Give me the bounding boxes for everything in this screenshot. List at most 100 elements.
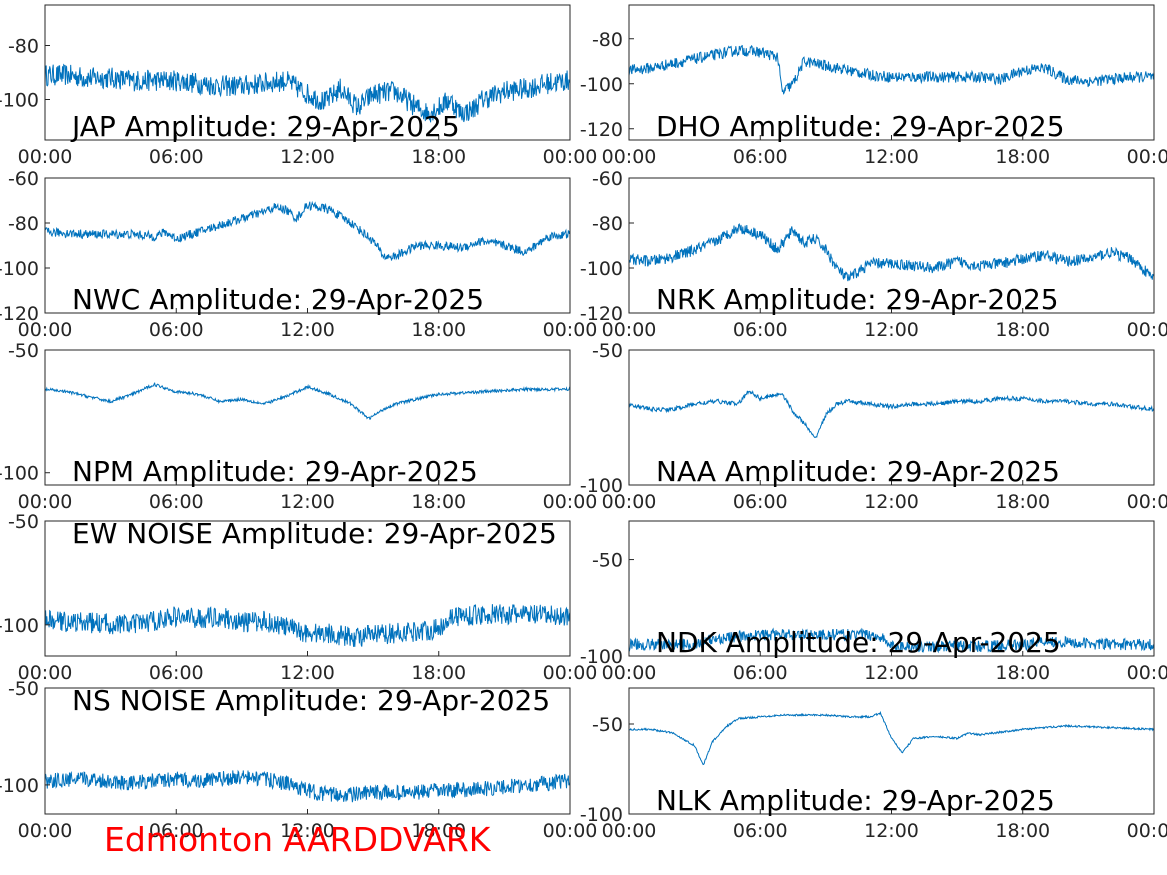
y-tick-label: -50 [8, 678, 39, 700]
x-tick-label: 18:00 [411, 662, 466, 684]
panel-3: 00:00 06:00 12:00 18:00 00:00 -60 -80 -100 -120 N… [580, 168, 1167, 341]
x-tick-label: 00:00 [18, 662, 73, 684]
x-tick-label: 12:00 [864, 662, 919, 684]
y-tick-label: -100 [0, 775, 39, 797]
panel-0: 00:00 06:00 12:00 18:00 00:00 -80 -100 JAP Ampl… [0, 4, 597, 168]
panel-6: 00:00 06:00 12:00 18:00 00:00 -50 -100 EW NOISE… [0, 511, 597, 684]
panel-title: DHO Amplitude: 29-Apr-2025 [656, 110, 1065, 143]
trace-line [45, 382, 570, 420]
trace-line [629, 223, 1154, 282]
x-tick-label: 00:00 [18, 820, 73, 842]
panel-title: JAP Amplitude: 29-Apr-2025 [70, 110, 460, 143]
y-tick-label: -100 [0, 258, 39, 280]
x-tick-label: 18:00 [995, 146, 1050, 168]
trace-line [629, 710, 1154, 766]
x-tick-label: 18:00 [411, 319, 466, 341]
y-tick-label: -100 [0, 463, 39, 485]
x-tick-label: 18:00 [995, 662, 1050, 684]
x-tick-label: 18:00 [995, 820, 1050, 842]
y-tick-label: -100 [580, 74, 623, 96]
x-tick-label: 00:00 [18, 491, 73, 513]
x-tick-label: 06:00 [733, 319, 788, 341]
x-tick-label: 00:00 [602, 319, 657, 341]
y-tick-label: -100 [580, 804, 623, 826]
x-tick-label: 00:00 [18, 146, 73, 168]
x-tick-label: 00:00 [543, 319, 598, 341]
y-tick-label: -60 [592, 168, 623, 190]
x-tick-label: 00:00 [602, 146, 657, 168]
x-tick-label: 00:00 [1127, 662, 1167, 684]
panel-title: NAA Amplitude: 29-Apr-2025 [656, 455, 1060, 488]
x-tick-label: 12:00 [864, 820, 919, 842]
x-tick-label: 06:00 [149, 820, 204, 842]
panel-title: NLK Amplitude: 29-Apr-2025 [656, 784, 1055, 817]
x-tick-label: 00:00 [543, 491, 598, 513]
x-tick-label: 00:00 [602, 491, 657, 513]
x-tick-label: 00:00 [1127, 319, 1167, 341]
panel-title: NWC Amplitude: 29-Apr-2025 [72, 283, 484, 316]
panel-title: NS NOISE Amplitude: 29-Apr-2025 [72, 684, 550, 717]
x-tick-label: 00:00 [543, 820, 598, 842]
y-tick-label: -50 [592, 714, 623, 736]
x-tick-label: 06:00 [149, 146, 204, 168]
x-tick-label: 18:00 [995, 491, 1050, 513]
x-tick-label: 00:00 [1127, 820, 1167, 842]
trace-line [45, 63, 570, 123]
x-tick-label: 12:00 [864, 146, 919, 168]
y-tick-label: -80 [8, 36, 39, 58]
station-label: Edmonton AARDDVARK [104, 820, 491, 859]
x-tick-label: 18:00 [411, 146, 466, 168]
y-tick-label: -100 [580, 646, 623, 668]
panel-5: 00:00 06:00 12:00 18:00 00:00 -50 -100 NAA Ampl… [580, 340, 1167, 513]
y-tick-label: -100 [0, 90, 39, 112]
panel-title: EW NOISE Amplitude: 29-Apr-2025 [72, 517, 557, 550]
x-tick-label: 18:00 [411, 820, 466, 842]
trace-line [629, 627, 1154, 654]
panel-8: 00:00 06:00 12:00 18:00 00:00 -50 -100 NS NOISE… [0, 678, 597, 842]
x-tick-label: 12:00 [864, 491, 919, 513]
panel-7: 00:00 06:00 12:00 18:00 00:00 -50 -100 NDK Ampl… [580, 520, 1167, 684]
y-tick-label: -50 [8, 511, 39, 533]
panel-1: 00:00 06:00 12:00 18:00 00:00 -80 -100 -120 DHO … [580, 4, 1167, 168]
x-tick-label: 06:00 [149, 491, 204, 513]
x-tick-label: 00:00 [1127, 491, 1167, 513]
trace-line [629, 389, 1154, 439]
panel-9: 00:00 06:00 12:00 18:00 00:00 -50 -100 NLK Ampl… [580, 687, 1167, 842]
x-tick-label: 06:00 [733, 820, 788, 842]
x-tick-label: 18:00 [995, 319, 1050, 341]
x-tick-label: 12:00 [280, 820, 335, 842]
y-tick-label: -50 [592, 550, 623, 572]
x-tick-label: 00:00 [1127, 146, 1167, 168]
x-tick-label: 06:00 [733, 491, 788, 513]
trace-line [45, 604, 570, 647]
trace-line [629, 44, 1154, 95]
x-tick-label: 06:00 [149, 662, 204, 684]
x-tick-label: 12:00 [280, 319, 335, 341]
x-tick-label: 00:00 [543, 662, 598, 684]
x-tick-label: 12:00 [280, 662, 335, 684]
x-tick-label: 12:00 [280, 491, 335, 513]
panel-title: NPM Amplitude: 29-Apr-2025 [72, 455, 478, 488]
x-tick-label: 00:00 [602, 820, 657, 842]
trace-line [45, 769, 570, 803]
y-tick-label: -80 [592, 213, 623, 235]
x-tick-label: 12:00 [864, 319, 919, 341]
y-tick-label: -50 [592, 340, 623, 362]
y-tick-label: -80 [592, 29, 623, 51]
y-tick-label: -120 [0, 303, 39, 325]
y-tick-label: -50 [8, 340, 39, 362]
x-tick-label: 06:00 [733, 146, 788, 168]
x-tick-label: 18:00 [411, 491, 466, 513]
panel-4: 00:00 06:00 12:00 18:00 00:00 -50 -100 NPM Ampl… [0, 340, 597, 513]
x-tick-label: 00:00 [18, 319, 73, 341]
y-tick-label: -100 [580, 475, 623, 497]
y-tick-label: -80 [8, 213, 39, 235]
x-tick-label: 06:00 [733, 662, 788, 684]
y-tick-label: -100 [0, 615, 39, 637]
trace-line [45, 200, 570, 261]
y-tick-label: -120 [580, 119, 623, 141]
y-tick-label: -120 [580, 303, 623, 325]
panel-2: 00:00 06:00 12:00 18:00 00:00 -60 -80 -100 -120 N… [0, 168, 597, 341]
x-tick-label: 00:00 [602, 662, 657, 684]
